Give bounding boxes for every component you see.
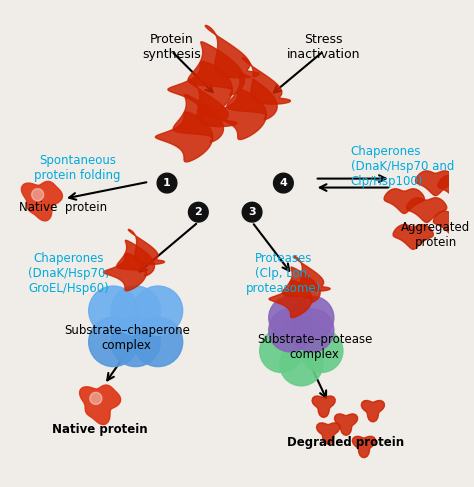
Text: Chaperones
(DnaK/Hsp70,
GroEL/Hsp60): Chaperones (DnaK/Hsp70, GroEL/Hsp60) bbox=[28, 252, 109, 296]
Text: Degraded protein: Degraded protein bbox=[288, 436, 405, 449]
Circle shape bbox=[269, 296, 312, 339]
Circle shape bbox=[134, 318, 182, 367]
Polygon shape bbox=[128, 229, 164, 264]
Circle shape bbox=[89, 286, 138, 335]
Polygon shape bbox=[80, 385, 121, 425]
Polygon shape bbox=[227, 72, 277, 119]
Polygon shape bbox=[294, 256, 330, 291]
Text: Proteases
(Clp, Lon,
proteasome): Proteases (Clp, Lon, proteasome) bbox=[246, 252, 321, 296]
Polygon shape bbox=[205, 25, 259, 78]
Polygon shape bbox=[21, 181, 63, 221]
Text: Native protein: Native protein bbox=[52, 423, 148, 435]
Text: 3: 3 bbox=[248, 207, 256, 217]
Polygon shape bbox=[32, 188, 44, 201]
Circle shape bbox=[111, 318, 160, 367]
Polygon shape bbox=[384, 189, 424, 213]
Text: Aggregated
protein: Aggregated protein bbox=[401, 221, 470, 249]
Polygon shape bbox=[361, 400, 384, 422]
Polygon shape bbox=[416, 171, 456, 196]
Text: Native  protein: Native protein bbox=[19, 201, 108, 214]
Circle shape bbox=[157, 173, 177, 193]
Text: 2: 2 bbox=[194, 207, 202, 217]
Polygon shape bbox=[317, 423, 340, 444]
Circle shape bbox=[280, 343, 323, 386]
Circle shape bbox=[280, 316, 323, 359]
Polygon shape bbox=[189, 80, 237, 127]
Circle shape bbox=[242, 202, 262, 222]
Circle shape bbox=[111, 286, 160, 335]
Text: Chaperones
(DnaK/Hsp70 and
Clp/Hsp100): Chaperones (DnaK/Hsp70 and Clp/Hsp100) bbox=[351, 145, 454, 188]
Text: Protein
synthesis: Protein synthesis bbox=[142, 33, 201, 61]
Circle shape bbox=[260, 329, 302, 373]
Text: 4: 4 bbox=[280, 178, 287, 188]
Polygon shape bbox=[209, 90, 266, 140]
Circle shape bbox=[134, 286, 182, 335]
Polygon shape bbox=[173, 94, 223, 142]
Polygon shape bbox=[334, 414, 357, 435]
Circle shape bbox=[300, 329, 343, 373]
Polygon shape bbox=[433, 211, 474, 236]
Text: Substrate–chaperone
complex: Substrate–chaperone complex bbox=[64, 324, 190, 352]
Circle shape bbox=[291, 309, 334, 352]
Polygon shape bbox=[168, 61, 232, 117]
Circle shape bbox=[291, 296, 334, 339]
Text: Stress
inactivation: Stress inactivation bbox=[287, 33, 360, 61]
Circle shape bbox=[269, 309, 312, 352]
Circle shape bbox=[189, 202, 208, 222]
Polygon shape bbox=[242, 57, 291, 104]
Polygon shape bbox=[103, 253, 146, 291]
Text: 1: 1 bbox=[163, 178, 171, 188]
Polygon shape bbox=[312, 396, 335, 417]
Polygon shape bbox=[188, 42, 245, 95]
Polygon shape bbox=[393, 225, 433, 249]
Text: Substrate–protease
complex: Substrate–protease complex bbox=[257, 333, 373, 361]
Circle shape bbox=[89, 318, 138, 367]
Polygon shape bbox=[438, 175, 474, 200]
Circle shape bbox=[273, 173, 293, 193]
Polygon shape bbox=[155, 112, 213, 162]
Polygon shape bbox=[117, 240, 155, 276]
Polygon shape bbox=[90, 393, 102, 404]
Polygon shape bbox=[269, 281, 312, 318]
Text: Spontaneous
protein folding: Spontaneous protein folding bbox=[34, 154, 121, 182]
Polygon shape bbox=[283, 267, 320, 303]
Polygon shape bbox=[352, 436, 375, 458]
Polygon shape bbox=[407, 198, 447, 223]
